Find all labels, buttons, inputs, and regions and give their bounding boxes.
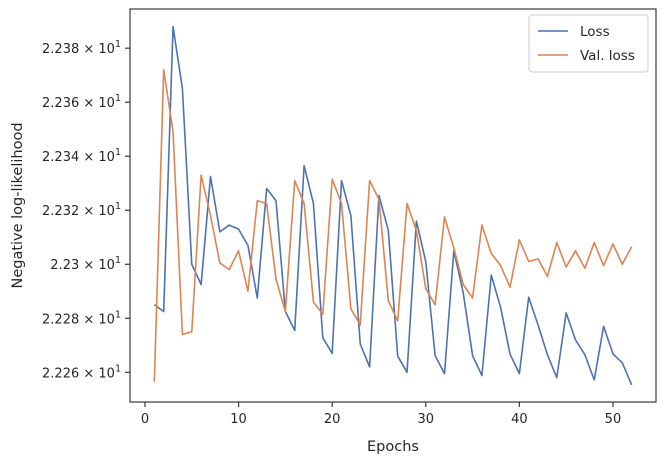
x-tick-label: 20 xyxy=(324,412,341,427)
y-tick-label: 2.232 × 101 xyxy=(42,201,121,219)
legend: Loss Val. loss xyxy=(528,14,649,73)
series-layer xyxy=(153,25,633,386)
y-axis-ticks: 2.226 × 101 2.228 × 101 2.23 × 101 2.232 × … xyxy=(42,39,130,381)
x-tick-label: 50 xyxy=(605,412,622,427)
x-tick-label: 40 xyxy=(511,412,528,427)
series-line-val-loss xyxy=(153,68,633,382)
legend-label-val-loss: Val. loss xyxy=(580,48,635,64)
x-axis-ticks: 0 10 20 30 40 50 xyxy=(141,402,621,427)
legend-frame xyxy=(528,14,649,73)
legend-label-loss: Loss xyxy=(580,24,610,40)
y-tick-label: 2.23 × 101 xyxy=(50,255,121,273)
x-axis-label: Epochs xyxy=(367,439,419,455)
series-line-loss xyxy=(153,25,633,386)
x-tick-label: 10 xyxy=(230,412,247,427)
y-tick-label: 2.236 × 101 xyxy=(42,93,121,111)
y-axis-label: Negative log-likelihood xyxy=(10,122,26,288)
x-tick-label: 30 xyxy=(417,412,434,427)
y-tick-label: 2.226 × 101 xyxy=(42,363,121,381)
y-tick-label: 2.228 × 101 xyxy=(42,309,121,327)
y-tick-label: 2.238 × 101 xyxy=(42,39,121,57)
plot-area-frame xyxy=(129,8,657,403)
x-tick-label: 0 xyxy=(141,412,149,427)
y-tick-label: 2.234 × 101 xyxy=(42,147,121,165)
